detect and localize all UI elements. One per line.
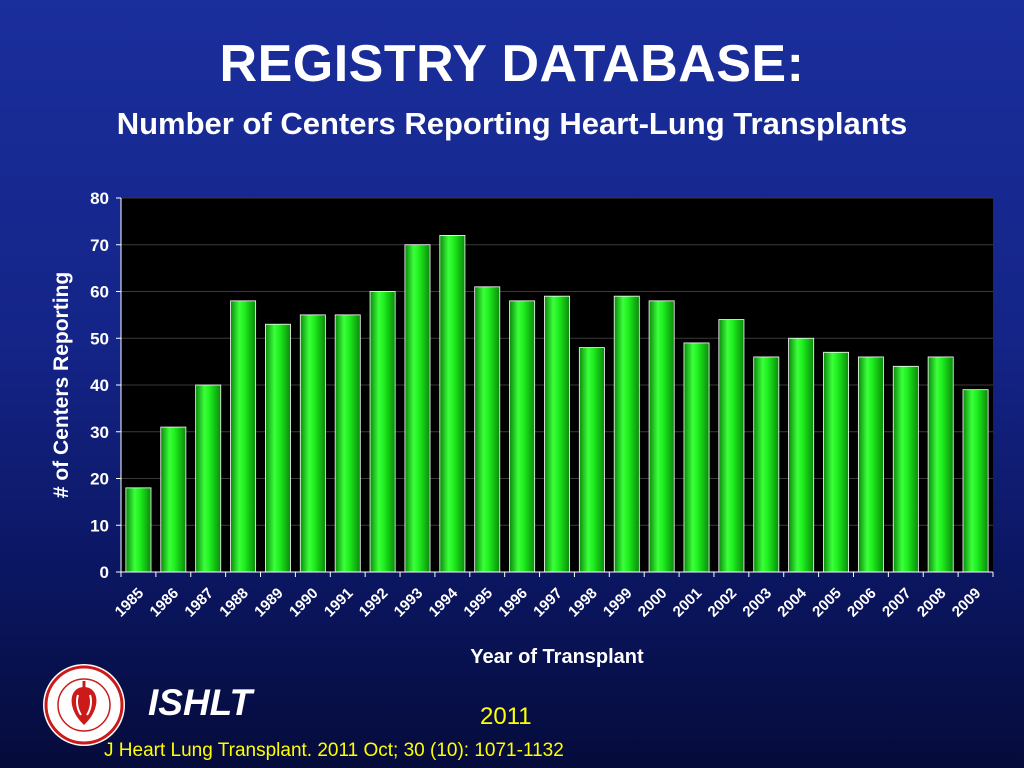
bar-1997 [544, 295, 570, 573]
x-tick-label: 2009 [949, 585, 985, 621]
bar-1993 [404, 244, 431, 573]
bar-1991 [334, 314, 361, 573]
x-tick-label: 2004 [774, 584, 810, 620]
bar-1995 [474, 286, 501, 573]
page-subtitle: Number of Centers Reporting Heart-Lung T… [116, 106, 908, 141]
bar-2006 [857, 356, 884, 573]
bar-1994 [439, 234, 466, 573]
bar-1990 [299, 314, 326, 573]
x-tick-label: 1992 [356, 585, 392, 621]
bar-2000 [648, 300, 675, 573]
bar-1985 [125, 487, 152, 573]
y-tick-label: 30 [90, 423, 109, 442]
bar-1988 [230, 300, 257, 573]
citation: J Heart Lung Transplant. 2011 Oct; 30 (1… [104, 740, 564, 761]
x-tick-label: 1991 [321, 585, 357, 621]
y-tick-label: 20 [90, 470, 109, 489]
ishlt-logo [42, 663, 126, 752]
bar-2002 [718, 319, 745, 573]
publication-year: 2011 [480, 703, 532, 730]
x-tick-label: 2001 [670, 585, 706, 621]
bar-2005 [823, 351, 849, 573]
y-tick-label: 50 [90, 329, 109, 348]
y-tick-label: 10 [90, 516, 109, 535]
x-tick-label: 1994 [426, 584, 462, 620]
x-tick-label: 1996 [495, 585, 531, 621]
bar-1999 [613, 295, 640, 573]
x-tick-label: 2002 [705, 585, 741, 621]
x-tick-label: 1985 [112, 585, 148, 621]
y-tick-label: 60 [90, 283, 109, 302]
x-tick-label: 1995 [460, 585, 496, 621]
x-tick-label: 1993 [391, 585, 427, 621]
page-title: REGISTRY DATABASE: [219, 35, 805, 93]
x-tick-label: 1986 [147, 585, 183, 621]
bar-1986 [160, 426, 187, 573]
bar-1989 [265, 323, 291, 573]
bar-1992 [369, 291, 396, 573]
x-tick-label: 1988 [216, 585, 252, 621]
bar-2004 [788, 337, 815, 573]
bar-2001 [683, 342, 710, 573]
bar-1987 [195, 384, 222, 573]
x-tick-label: 1999 [600, 585, 636, 621]
x-tick-label: 2003 [739, 585, 775, 621]
y-tick-label: 0 [100, 563, 109, 582]
x-tick-label: 2000 [635, 585, 671, 621]
y-tick-label: 70 [90, 236, 109, 255]
y-axis-title: # of Centers Reporting [50, 272, 73, 498]
bar-1998 [578, 347, 605, 573]
bar-2009 [962, 389, 989, 573]
x-tick-label: 1987 [181, 585, 217, 621]
y-tick-label: 80 [90, 189, 109, 208]
x-axis-title: Year of Transplant [470, 646, 644, 668]
bar-2007 [892, 365, 919, 573]
x-tick-label: 2006 [844, 585, 880, 621]
bar-1996 [509, 300, 536, 573]
x-tick-label: 1998 [565, 585, 601, 621]
x-tick-label: 1997 [530, 585, 566, 621]
y-tick-label: 40 [90, 376, 109, 395]
organization-name: ISHLT [148, 682, 253, 723]
ishlt-society-seal-icon [43, 664, 125, 746]
bar-2003 [753, 356, 780, 573]
x-tick-label: 2007 [879, 585, 915, 621]
bar-2008 [927, 356, 954, 573]
x-tick-label: 1989 [251, 585, 287, 621]
x-tick-label: 2008 [914, 585, 950, 621]
x-tick-label: 2005 [809, 585, 845, 621]
x-tick-label: 1990 [286, 585, 322, 621]
